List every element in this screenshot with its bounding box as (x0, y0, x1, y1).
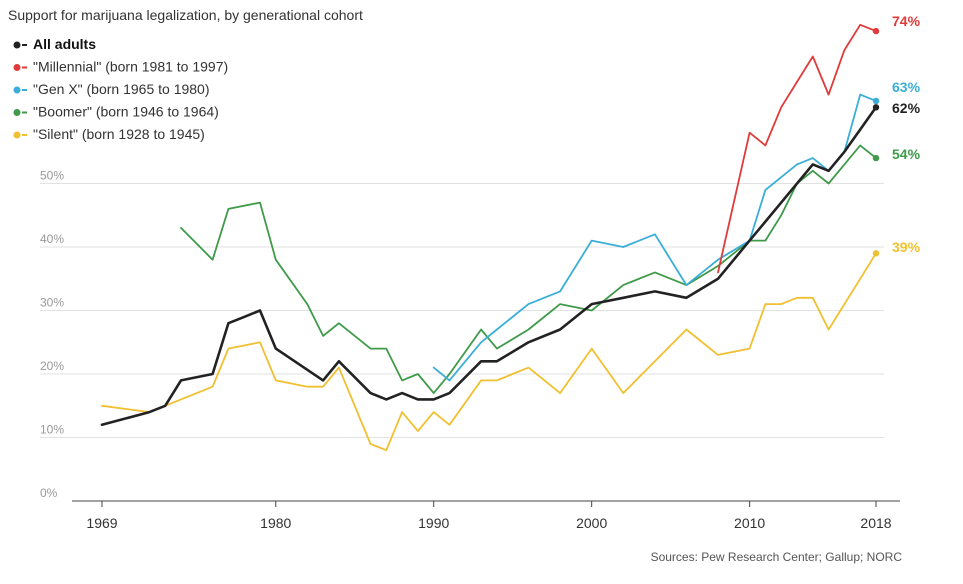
x-tick-label: 1969 (86, 515, 117, 531)
series-end-point (872, 27, 880, 35)
x-tick-label: 1980 (260, 515, 291, 531)
series-line (432, 93, 877, 382)
series-lines (100, 23, 880, 452)
legend-item: "Millennial" (born 1981 to 1997) (13, 59, 228, 75)
legend-marker (13, 109, 21, 116)
series-line (180, 144, 877, 395)
x-tick-label: 1990 (418, 515, 449, 531)
legend-item: "Gen X" (born 1965 to 1980) (13, 81, 210, 97)
series-end-point (872, 97, 880, 105)
y-axis-ticks: 0% 10% 20% 30% 40% 50% (40, 169, 64, 501)
legend-marker (13, 64, 21, 71)
series-end-label: 54% (892, 146, 921, 162)
series-end-label: 63% (892, 79, 921, 95)
x-tick-label: 2000 (576, 515, 607, 531)
legend-label: "Boomer" (born 1946 to 1964) (33, 104, 219, 120)
series-line (717, 23, 877, 274)
series-line (101, 252, 877, 452)
x-axis-ticks: 1969 1980 1990 2000 2010 2018 (72, 500, 900, 531)
y-tick-label: 30% (40, 296, 64, 310)
legend-label: "Millennial" (born 1981 to 1997) (33, 59, 228, 75)
legend-marker (13, 41, 21, 49)
y-tick-label: 0% (40, 486, 58, 500)
end-labels: 62% 74% 63% 54% 39% (892, 13, 921, 255)
series-line (100, 106, 878, 427)
series-end-point (872, 154, 880, 162)
series-end-label: 39% (892, 239, 921, 255)
legend-item: All adults (13, 36, 96, 52)
legend-item: "Boomer" (born 1946 to 1964) (13, 104, 219, 120)
source-note: Sources: Pew Research Center; Gallup; NO… (651, 550, 903, 564)
series-end-label: 62% (892, 100, 921, 116)
legend-label: "Gen X" (born 1965 to 1980) (33, 81, 210, 97)
series-end-point (872, 104, 880, 111)
legend: All adults "Millennial" (born 1981 to 199… (13, 36, 228, 142)
series-end-point (872, 250, 880, 257)
legend-label: All adults (33, 36, 96, 52)
gridlines (40, 183, 884, 438)
series-end-label: 74% (892, 13, 921, 29)
legend-item: "Silent" (born 1928 to 1945) (13, 126, 205, 142)
x-tick-label: 2010 (734, 515, 765, 531)
y-tick-label: 20% (40, 359, 64, 373)
legend-marker (13, 86, 21, 94)
chart-title: Support for marijuana legalization, by g… (8, 7, 363, 23)
legend-label: "Silent" (born 1928 to 1945) (33, 126, 205, 142)
y-tick-label: 40% (40, 232, 64, 246)
y-tick-label: 10% (40, 423, 64, 437)
legend-marker (13, 131, 21, 139)
y-tick-label: 50% (40, 169, 64, 183)
x-tick-label: 2018 (860, 515, 891, 531)
